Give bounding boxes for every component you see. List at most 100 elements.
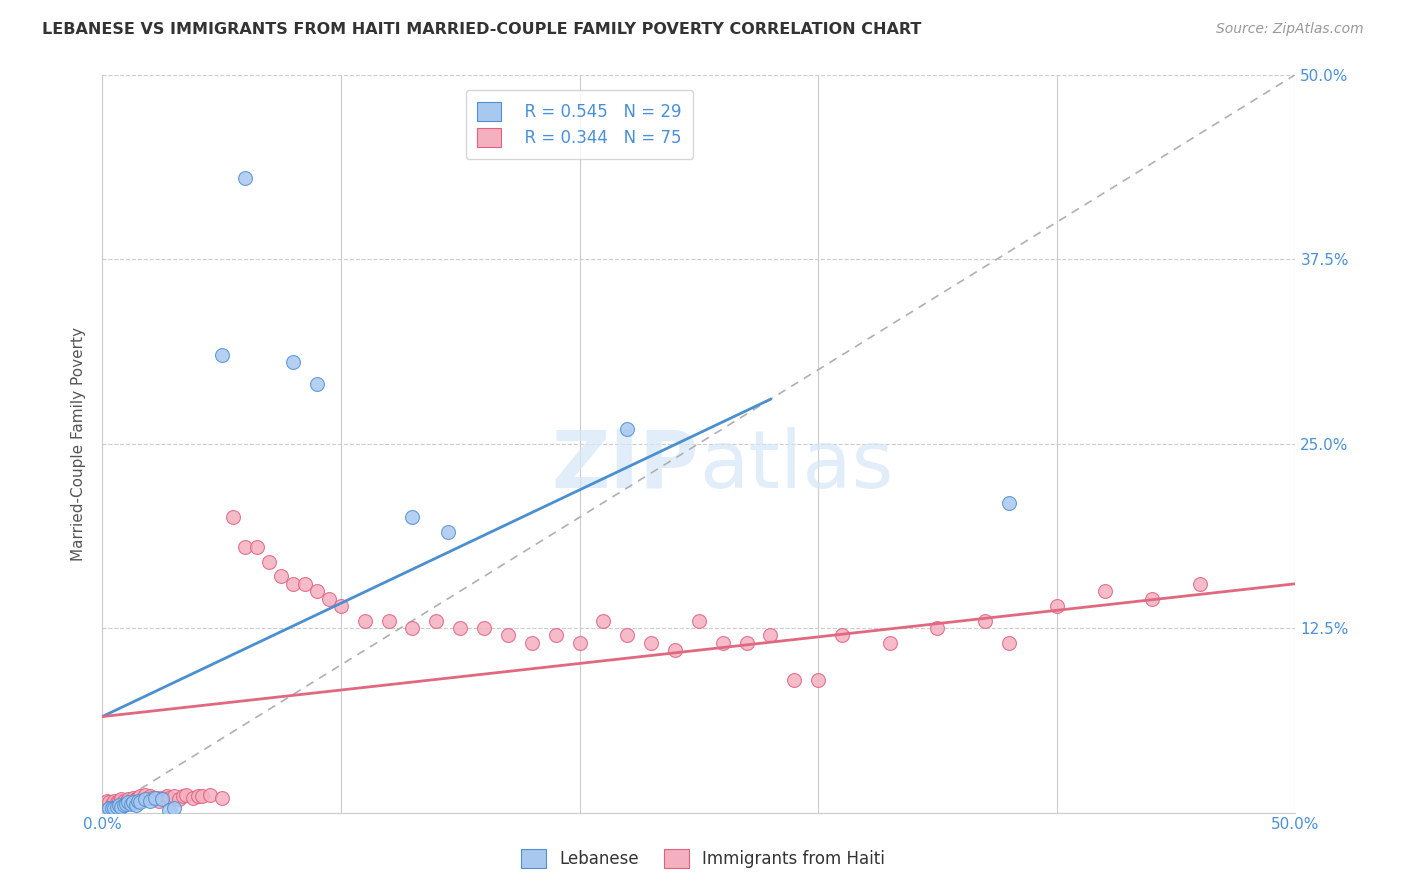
Legend: Lebanese, Immigrants from Haiti: Lebanese, Immigrants from Haiti: [515, 842, 891, 875]
Point: [122, 795, 145, 809]
Point: [112, 798, 135, 813]
Point: [96, 794, 118, 808]
Legend:   R = 0.545   N = 29,   R = 0.344   N = 75: R = 0.545 N = 29, R = 0.344 N = 75: [465, 90, 693, 159]
Point: [1142, 591, 1164, 606]
Point: [139, 789, 162, 804]
Point: [143, 790, 166, 805]
Point: [110, 799, 132, 814]
Point: [139, 794, 162, 808]
Point: [127, 794, 149, 808]
Point: [134, 792, 156, 806]
Point: [927, 621, 949, 635]
Point: [115, 795, 138, 809]
Point: [98, 801, 121, 815]
Point: [132, 792, 155, 806]
Point: [136, 790, 159, 805]
Point: [437, 525, 460, 540]
Point: [163, 801, 186, 815]
Text: atlas: atlas: [699, 426, 893, 505]
Point: [187, 789, 209, 804]
Point: [120, 797, 142, 811]
Text: Source: ZipAtlas.com: Source: ZipAtlas.com: [1216, 22, 1364, 37]
Point: [141, 790, 163, 805]
Point: [735, 636, 758, 650]
Point: [103, 794, 125, 808]
Point: [616, 422, 638, 436]
Point: [401, 510, 423, 524]
Point: [664, 643, 686, 657]
Point: [592, 614, 614, 628]
Point: [117, 792, 139, 806]
Point: [211, 348, 233, 362]
Point: [153, 792, 176, 806]
Point: [305, 377, 328, 392]
Point: [807, 673, 830, 687]
Point: [163, 789, 186, 804]
Point: [879, 636, 901, 650]
Point: [172, 789, 194, 804]
Point: [100, 801, 122, 815]
Point: [174, 788, 197, 802]
Point: [640, 636, 662, 650]
Point: [270, 569, 292, 583]
Point: [150, 792, 173, 806]
Point: [146, 790, 169, 805]
Point: [115, 797, 138, 811]
Point: [108, 794, 131, 808]
Point: [129, 789, 152, 804]
Point: [496, 628, 519, 642]
Y-axis label: Married-Couple Family Poverty: Married-Couple Family Poverty: [72, 326, 86, 560]
Point: [759, 628, 782, 642]
Point: [105, 799, 128, 814]
Point: [449, 621, 471, 635]
Point: [235, 540, 257, 554]
Point: [211, 790, 233, 805]
Point: [181, 790, 204, 805]
Text: LEBANESE VS IMMIGRANTS FROM HAITI MARRIED-COUPLE FAMILY POVERTY CORRELATION CHAR: LEBANESE VS IMMIGRANTS FROM HAITI MARRIE…: [42, 22, 921, 37]
Point: [105, 795, 128, 809]
Point: [127, 790, 149, 805]
Point: [246, 540, 269, 554]
Point: [259, 555, 281, 569]
Point: [998, 636, 1021, 650]
Point: [353, 614, 375, 628]
Point: [129, 795, 152, 809]
Point: [108, 798, 131, 813]
Point: [1094, 584, 1116, 599]
Point: [124, 798, 146, 813]
Point: [616, 628, 638, 642]
Point: [544, 628, 567, 642]
Point: [1188, 576, 1211, 591]
Point: [281, 576, 304, 591]
Point: [122, 790, 145, 805]
Point: [103, 801, 125, 815]
Point: [329, 599, 352, 613]
Point: [157, 790, 180, 805]
Point: [294, 576, 316, 591]
Point: [167, 792, 190, 806]
Point: [100, 797, 122, 811]
Point: [157, 803, 180, 817]
Point: [688, 614, 710, 628]
Point: [117, 795, 139, 809]
Point: [305, 584, 328, 599]
Point: [568, 636, 591, 650]
Point: [120, 794, 142, 808]
Point: [831, 628, 853, 642]
Point: [998, 495, 1021, 509]
Point: [472, 621, 495, 635]
Point: [281, 355, 304, 369]
Point: [143, 792, 166, 806]
Point: [112, 794, 135, 808]
Point: [425, 614, 447, 628]
Point: [134, 788, 156, 802]
Point: [1046, 599, 1069, 613]
Point: [974, 614, 997, 628]
Point: [318, 591, 340, 606]
Point: [198, 788, 221, 802]
Point: [401, 621, 423, 635]
Point: [124, 792, 146, 806]
Point: [156, 789, 179, 804]
Point: [783, 673, 806, 687]
Point: [711, 636, 734, 650]
